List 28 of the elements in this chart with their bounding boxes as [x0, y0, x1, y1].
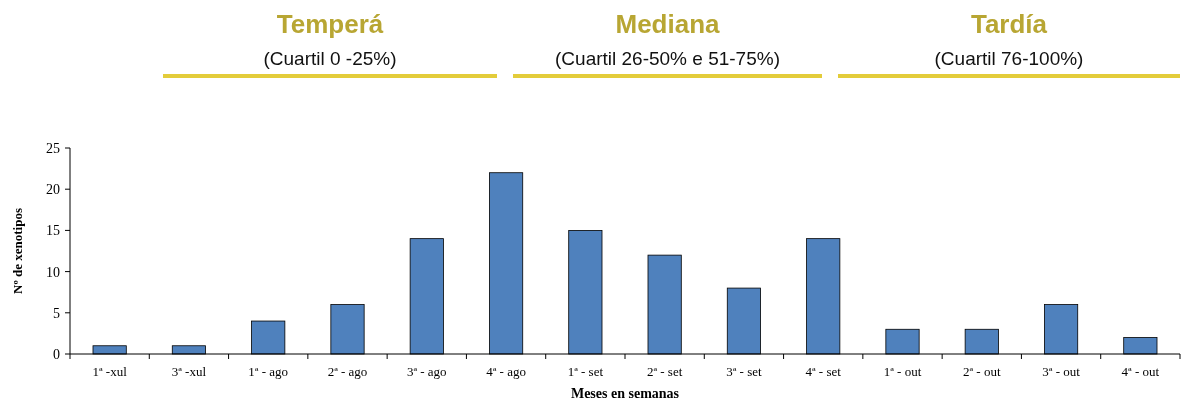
text: (Cuartil 0 -25%) — [263, 48, 397, 69]
y-tick-label: 0 — [53, 346, 60, 362]
y-tick-label: 20 — [46, 182, 60, 198]
text: (Cuartil 76-100%) — [934, 48, 1084, 69]
text: Tardía — [970, 9, 1048, 39]
x-tick-label: 3ª -xul — [171, 364, 207, 379]
y-tick-label: 5 — [53, 305, 60, 321]
x-tick-label: 2ª - ago — [327, 364, 368, 379]
x-tick-label: 1ª - set — [567, 364, 604, 379]
x-tick-label: 4ª - ago — [486, 364, 526, 379]
x-tick-label: 3ª - ago — [406, 364, 447, 379]
x-tick-label: 4ª - out — [1121, 364, 1160, 379]
x-tick-label: 4ª - set — [805, 364, 842, 379]
x-tick-label: 3ª - set — [726, 364, 762, 379]
y-tick-label: 10 — [46, 264, 60, 280]
x-tick-label: 2ª - out — [963, 364, 1001, 379]
x-axis-title: Meses en semanas — [570, 386, 680, 401]
x-tick-label: 1ª - out — [883, 364, 922, 379]
y-tick-label: 15 — [46, 223, 60, 239]
x-tick-label: 1ª - ago — [248, 364, 289, 379]
text: (Cuartil 26-50% e 51-75%) — [555, 48, 780, 69]
x-tick-label: 1ª -xul — [92, 364, 128, 379]
x-tick-label: 2ª - set — [646, 364, 683, 379]
x-tick-label: 3ª - out — [1042, 364, 1081, 379]
y-axis-title: Nº de xenotipos — [10, 208, 25, 294]
text: Mediana — [615, 9, 721, 39]
text: Temperá — [276, 9, 384, 39]
y-tick-label: 25 — [46, 140, 60, 156]
